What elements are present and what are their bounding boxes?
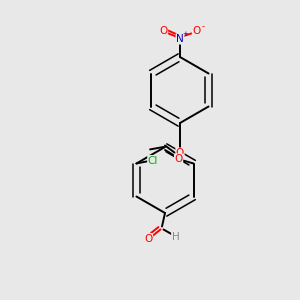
Text: H: H: [172, 232, 179, 242]
Text: O: O: [176, 148, 184, 158]
Text: Cl: Cl: [148, 155, 158, 166]
Text: O: O: [192, 26, 201, 37]
Text: -: -: [202, 22, 205, 32]
Text: O: O: [144, 233, 153, 244]
Text: O: O: [159, 26, 168, 37]
Text: O: O: [175, 154, 183, 164]
Text: +: +: [182, 31, 188, 37]
Text: N: N: [176, 34, 184, 44]
